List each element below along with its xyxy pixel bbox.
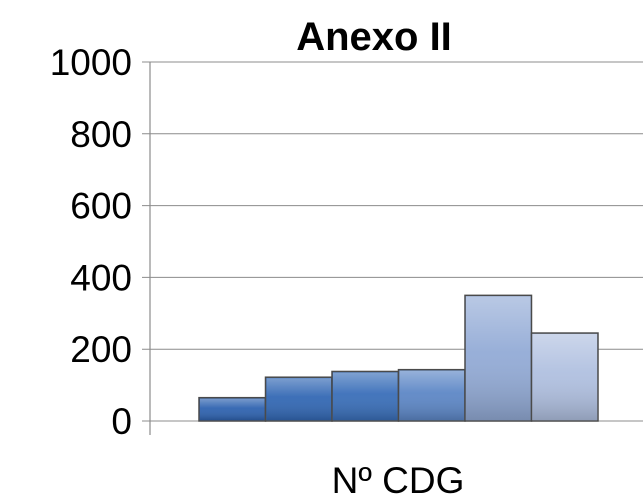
y-axis-ticks: 0 200 400 600 800 1000 bbox=[50, 42, 132, 442]
bar-bevel bbox=[399, 370, 464, 420]
bar-bevel bbox=[466, 296, 531, 420]
bar-5 bbox=[464, 294, 533, 422]
bar-2 bbox=[264, 376, 333, 422]
bar-3 bbox=[331, 370, 400, 422]
bar-bevel bbox=[266, 378, 331, 420]
bar-bevel bbox=[333, 372, 398, 420]
bar-bevel bbox=[200, 398, 265, 420]
bar-4 bbox=[397, 368, 466, 422]
x-category-label: Nº CDG bbox=[332, 460, 465, 500]
bar-1 bbox=[198, 396, 267, 422]
y-tick-label: 800 bbox=[70, 114, 132, 155]
bar-bevel bbox=[532, 334, 597, 420]
y-tick-label: 1000 bbox=[50, 42, 132, 83]
bar-6 bbox=[530, 332, 599, 422]
bar-group bbox=[198, 294, 599, 422]
y-tick-label: 200 bbox=[70, 329, 132, 370]
y-tick-label: 600 bbox=[70, 186, 132, 227]
y-tick-label: 400 bbox=[70, 257, 132, 298]
y-tick-label: 0 bbox=[111, 401, 132, 442]
chart-title: Anexo II bbox=[296, 15, 452, 59]
